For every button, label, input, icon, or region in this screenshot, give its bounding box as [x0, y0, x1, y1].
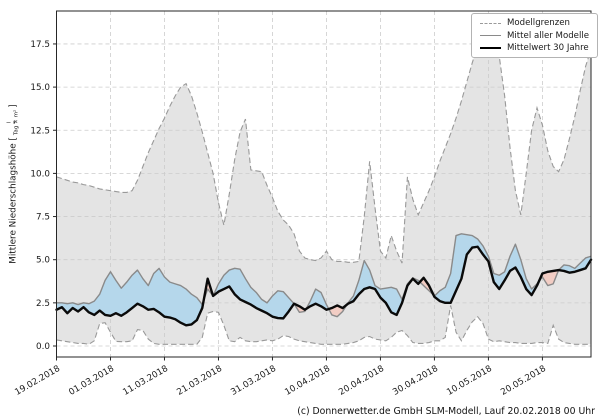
legend: Modellgrenzen Mittel aller Modelle Mitte… — [471, 13, 599, 58]
x-tick-label: 31.03.2018 — [229, 364, 278, 398]
y-tick-label: 2.5 — [36, 299, 50, 309]
x-tick-label: 30.04.2018 — [391, 364, 440, 398]
unit-fraction-denominator: Tag × m² — [13, 109, 20, 136]
x-tick-label: 19.02.2018 — [13, 364, 62, 398]
above-normal-fill — [213, 268, 295, 319]
x-tick-label: 10.04.2018 — [283, 364, 332, 398]
y-tick-label: 0.0 — [36, 342, 50, 352]
legend-item-model-bounds: Modellgrenzen — [480, 18, 589, 28]
mean-30y-line — [55, 245, 593, 327]
unit-fraction: l Tag × m² — [7, 109, 21, 136]
y-tick-label: 15.0 — [30, 83, 50, 93]
x-tick-label: 11.03.2018 — [121, 364, 170, 398]
y-tick-label: 10.0 — [30, 169, 50, 179]
dashed-line-sample-icon — [480, 22, 501, 24]
x-tick-label: 10.05.2018 — [445, 364, 494, 398]
plot-frame — [56, 10, 592, 358]
models-mean-line — [56, 233, 592, 318]
y-axis-label-prefix: Mittlere Niederschlagshöhe [ — [9, 137, 19, 264]
lower-bound-line — [56, 305, 591, 345]
y-tick-label: 5.0 — [36, 256, 50, 266]
legend-item-models-mean: Mittel aller Modelle — [480, 31, 589, 41]
legend-label: Mittelwert 30 Jahre — [507, 43, 589, 53]
upper-bound-line — [56, 25, 592, 264]
below-normal-fill — [419, 277, 434, 296]
x-tick-label: 20.05.2018 — [499, 364, 548, 398]
gray-line-sample-icon — [480, 35, 501, 36]
y-tick-label: 7.5 — [36, 213, 50, 223]
y-axis-label: Mittlere Niederschlagshöhe [ l Tag × m² … — [7, 104, 21, 264]
above-normal-fill — [56, 268, 204, 326]
copyright-caption: (c) Donnerwetter.de GmbH SLM-Modell, Lau… — [297, 406, 595, 417]
legend-label: Modellgrenzen — [507, 18, 570, 28]
black-line-sample-icon — [480, 47, 501, 49]
legend-label: Mittel aller Modelle — [507, 30, 590, 41]
x-tick-label: 21.03.2018 — [175, 364, 224, 398]
y-tick-label: 17.5 — [30, 40, 50, 50]
y-tick-label: 12.5 — [30, 126, 50, 136]
x-tick-label: 01.03.2018 — [67, 364, 116, 398]
legend-item-30y-mean: Mittelwert 30 Jahre — [480, 43, 589, 53]
x-tick-label: 20.04.2018 — [337, 364, 386, 398]
y-axis-label-suffix: ] — [9, 104, 19, 108]
